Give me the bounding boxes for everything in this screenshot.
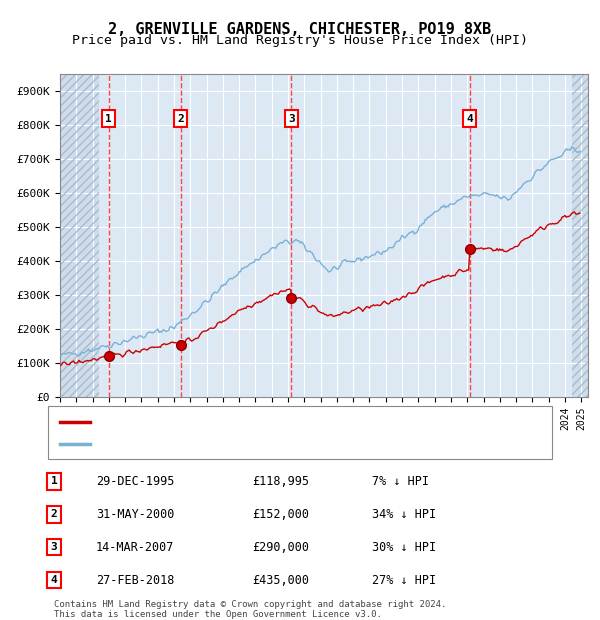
Text: £435,000: £435,000 bbox=[252, 574, 309, 587]
Text: 2, GRENVILLE GARDENS, CHICHESTER, PO19 8XB (detached house): 2, GRENVILLE GARDENS, CHICHESTER, PO19 8… bbox=[99, 417, 468, 427]
Bar bbox=[572, 74, 588, 397]
Bar bbox=[60, 74, 99, 397]
Text: 2: 2 bbox=[178, 113, 184, 123]
Text: 3: 3 bbox=[50, 542, 58, 552]
Text: 31-MAY-2000: 31-MAY-2000 bbox=[96, 508, 175, 521]
Bar bbox=[572, 74, 588, 397]
Text: Price paid vs. HM Land Registry's House Price Index (HPI): Price paid vs. HM Land Registry's House … bbox=[72, 34, 528, 47]
Text: £290,000: £290,000 bbox=[252, 541, 309, 554]
Text: £152,000: £152,000 bbox=[252, 508, 309, 521]
Text: 27% ↓ HPI: 27% ↓ HPI bbox=[372, 574, 436, 587]
Text: Contains HM Land Registry data © Crown copyright and database right 2024.
This d: Contains HM Land Registry data © Crown c… bbox=[54, 600, 446, 619]
Text: £118,995: £118,995 bbox=[252, 475, 309, 488]
Text: 3: 3 bbox=[288, 113, 295, 123]
Text: 29-DEC-1995: 29-DEC-1995 bbox=[96, 475, 175, 488]
Text: 2, GRENVILLE GARDENS, CHICHESTER, PO19 8XB: 2, GRENVILLE GARDENS, CHICHESTER, PO19 8… bbox=[109, 22, 491, 37]
Text: 30% ↓ HPI: 30% ↓ HPI bbox=[372, 541, 436, 554]
Text: 4: 4 bbox=[466, 113, 473, 123]
Text: 34% ↓ HPI: 34% ↓ HPI bbox=[372, 508, 436, 521]
Text: 1: 1 bbox=[50, 476, 58, 487]
Text: 27-FEB-2018: 27-FEB-2018 bbox=[96, 574, 175, 587]
Text: 7% ↓ HPI: 7% ↓ HPI bbox=[372, 475, 429, 488]
Text: 14-MAR-2007: 14-MAR-2007 bbox=[96, 541, 175, 554]
Text: 2: 2 bbox=[50, 509, 58, 520]
Text: 4: 4 bbox=[50, 575, 58, 585]
Text: 1: 1 bbox=[106, 113, 112, 123]
Bar bbox=[60, 74, 99, 397]
Text: HPI: Average price, detached house, Chichester: HPI: Average price, detached house, Chic… bbox=[99, 439, 386, 449]
